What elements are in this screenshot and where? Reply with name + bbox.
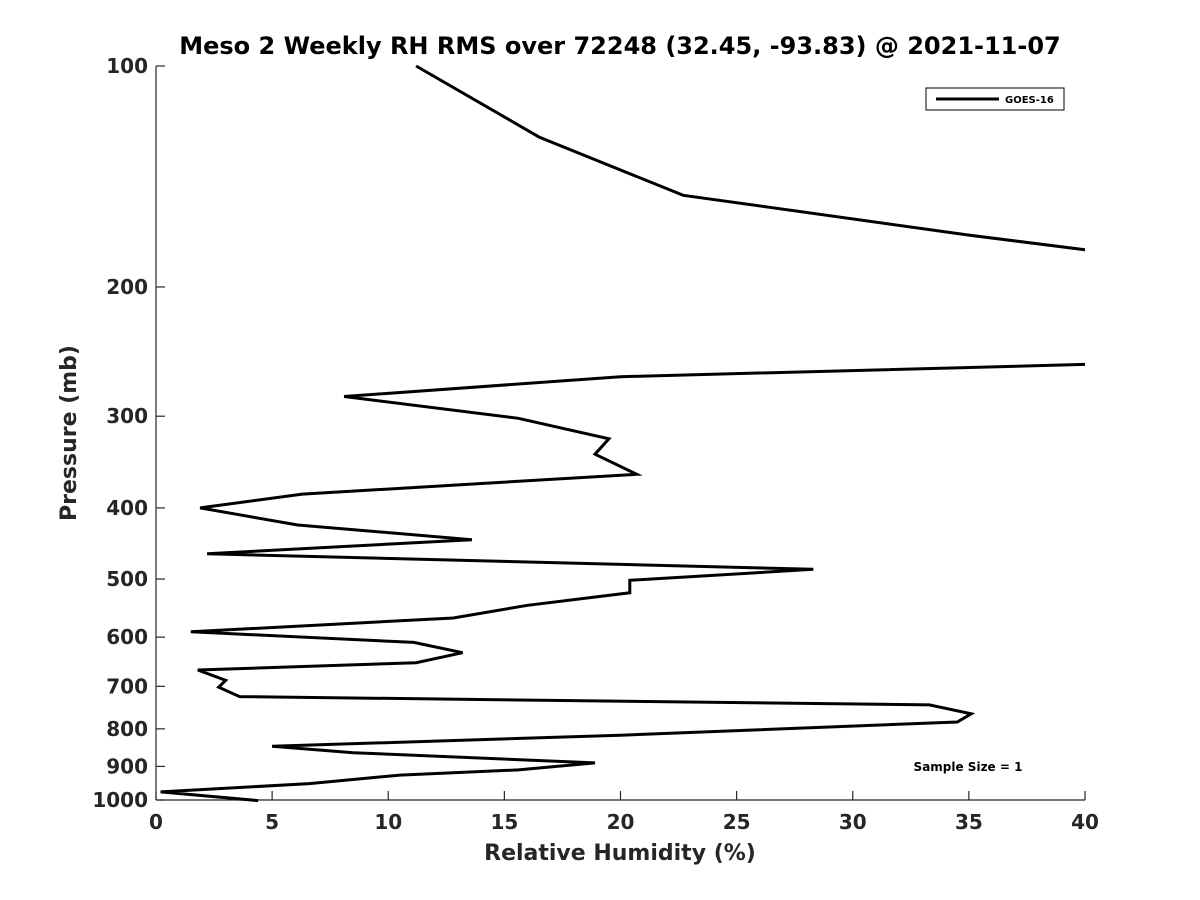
y-tick-label: 200 (106, 275, 148, 299)
y-tick-label: 500 (106, 567, 148, 591)
x-tick-label: 25 (723, 810, 751, 834)
x-ticks: 0 5 10 15 20 25 30 35 40 (149, 791, 1099, 834)
y-tick-label: 600 (106, 625, 148, 649)
y-axis-label: Pressure (mb) (57, 345, 82, 521)
sample-size-annotation: Sample Size = 1 (914, 760, 1023, 774)
series-line-0 (160, 64, 1086, 803)
x-tick-label: 20 (607, 810, 635, 834)
legend-entry-label: GOES-16 (1005, 95, 1054, 106)
x-tick-label: 30 (839, 810, 867, 834)
y-tick-label: 700 (106, 674, 148, 698)
y-tick-label: 800 (106, 717, 148, 741)
x-tick-label: 35 (955, 810, 983, 834)
y-tick-label: 300 (106, 404, 148, 428)
series-layer (160, 64, 1086, 803)
y-tick-label: 1000 (92, 788, 148, 812)
chart-title: Meso 2 Weekly RH RMS over 72248 (32.45, … (179, 32, 1061, 60)
x-tick-label: 5 (265, 810, 279, 834)
y-tick-label: 100 (106, 54, 148, 78)
x-tick-label: 0 (149, 810, 163, 834)
y-tick-label: 900 (106, 754, 148, 778)
x-tick-label: 10 (374, 810, 402, 834)
x-tick-label: 15 (490, 810, 518, 834)
y-tick-label: 400 (106, 496, 148, 520)
legend: GOES-16 (925, 87, 1065, 111)
x-axis-label: Relative Humidity (%) (484, 841, 756, 866)
plot-area: 0 5 10 15 20 25 30 35 40 100 200 300 400 500 600 700 80… (92, 54, 1099, 834)
y-ticks: 100 200 300 400 500 600 700 800 900 1000 (92, 54, 165, 812)
x-tick-label: 40 (1071, 810, 1099, 834)
